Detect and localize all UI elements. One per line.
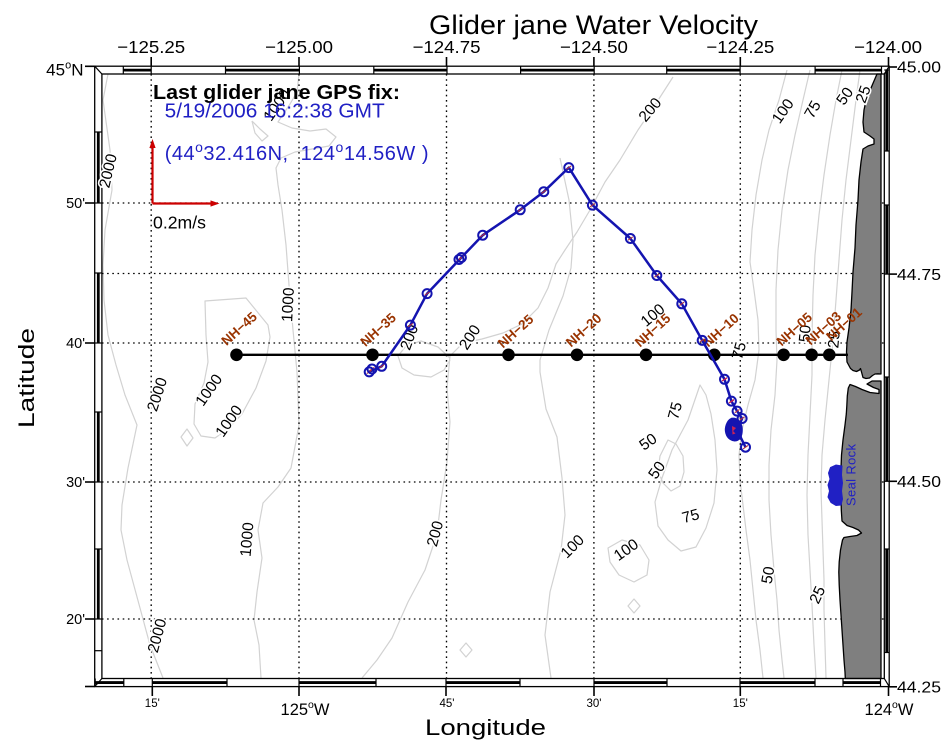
svg-text:−124.00: −124.00 (854, 37, 922, 57)
svg-text:50': 50' (66, 196, 85, 212)
svg-text:45oN: 45oN (46, 60, 83, 80)
svg-text:0.2m/s: 0.2m/s (153, 213, 206, 233)
svg-text:15': 15' (733, 696, 748, 710)
svg-text:44.75: 44.75 (897, 267, 941, 284)
svg-text:Seal Rock: Seal Rock (844, 444, 859, 507)
svg-text:44.25: 44.25 (897, 680, 941, 697)
svg-text:30': 30' (587, 696, 602, 710)
svg-text:−125.25: −125.25 (117, 37, 185, 57)
svg-text:1000: 1000 (238, 521, 258, 557)
svg-text:45': 45' (440, 696, 455, 710)
svg-text:50: 50 (759, 565, 779, 585)
svg-text:45.00: 45.00 (897, 60, 941, 77)
svg-text:40': 40' (66, 336, 85, 352)
svg-text:124oW: 124oW (865, 699, 914, 719)
svg-text:−124.25: −124.25 (706, 37, 774, 57)
svg-text:15': 15' (145, 696, 160, 710)
svg-text:(44o32.416N, 124o14.56W ): (44o32.416N, 124o14.56W ) (165, 139, 429, 165)
svg-text:20': 20' (66, 612, 85, 628)
svg-text:Last glider jane GPS fix:: Last glider jane GPS fix: (153, 82, 400, 104)
svg-text:50: 50 (796, 324, 814, 343)
svg-text:−124.75: −124.75 (413, 37, 481, 57)
svg-text:25: 25 (825, 330, 843, 349)
svg-text:125oW: 125oW (281, 699, 330, 719)
svg-text:5/19/2006 16:2:38 GMT: 5/19/2006 16:2:38 GMT (165, 101, 385, 123)
svg-text:1000: 1000 (279, 287, 298, 323)
svg-text:44.50: 44.50 (897, 474, 941, 491)
svg-text:−124.50: −124.50 (560, 37, 628, 57)
svg-text:30': 30' (66, 475, 85, 491)
svg-text:−125.00: −125.00 (265, 37, 333, 57)
svg-text:Longitude: Longitude (425, 715, 546, 740)
svg-text:Latitude: Latitude (14, 328, 39, 428)
svg-text:Glider jane Water Velocity: Glider jane Water Velocity (429, 10, 759, 40)
